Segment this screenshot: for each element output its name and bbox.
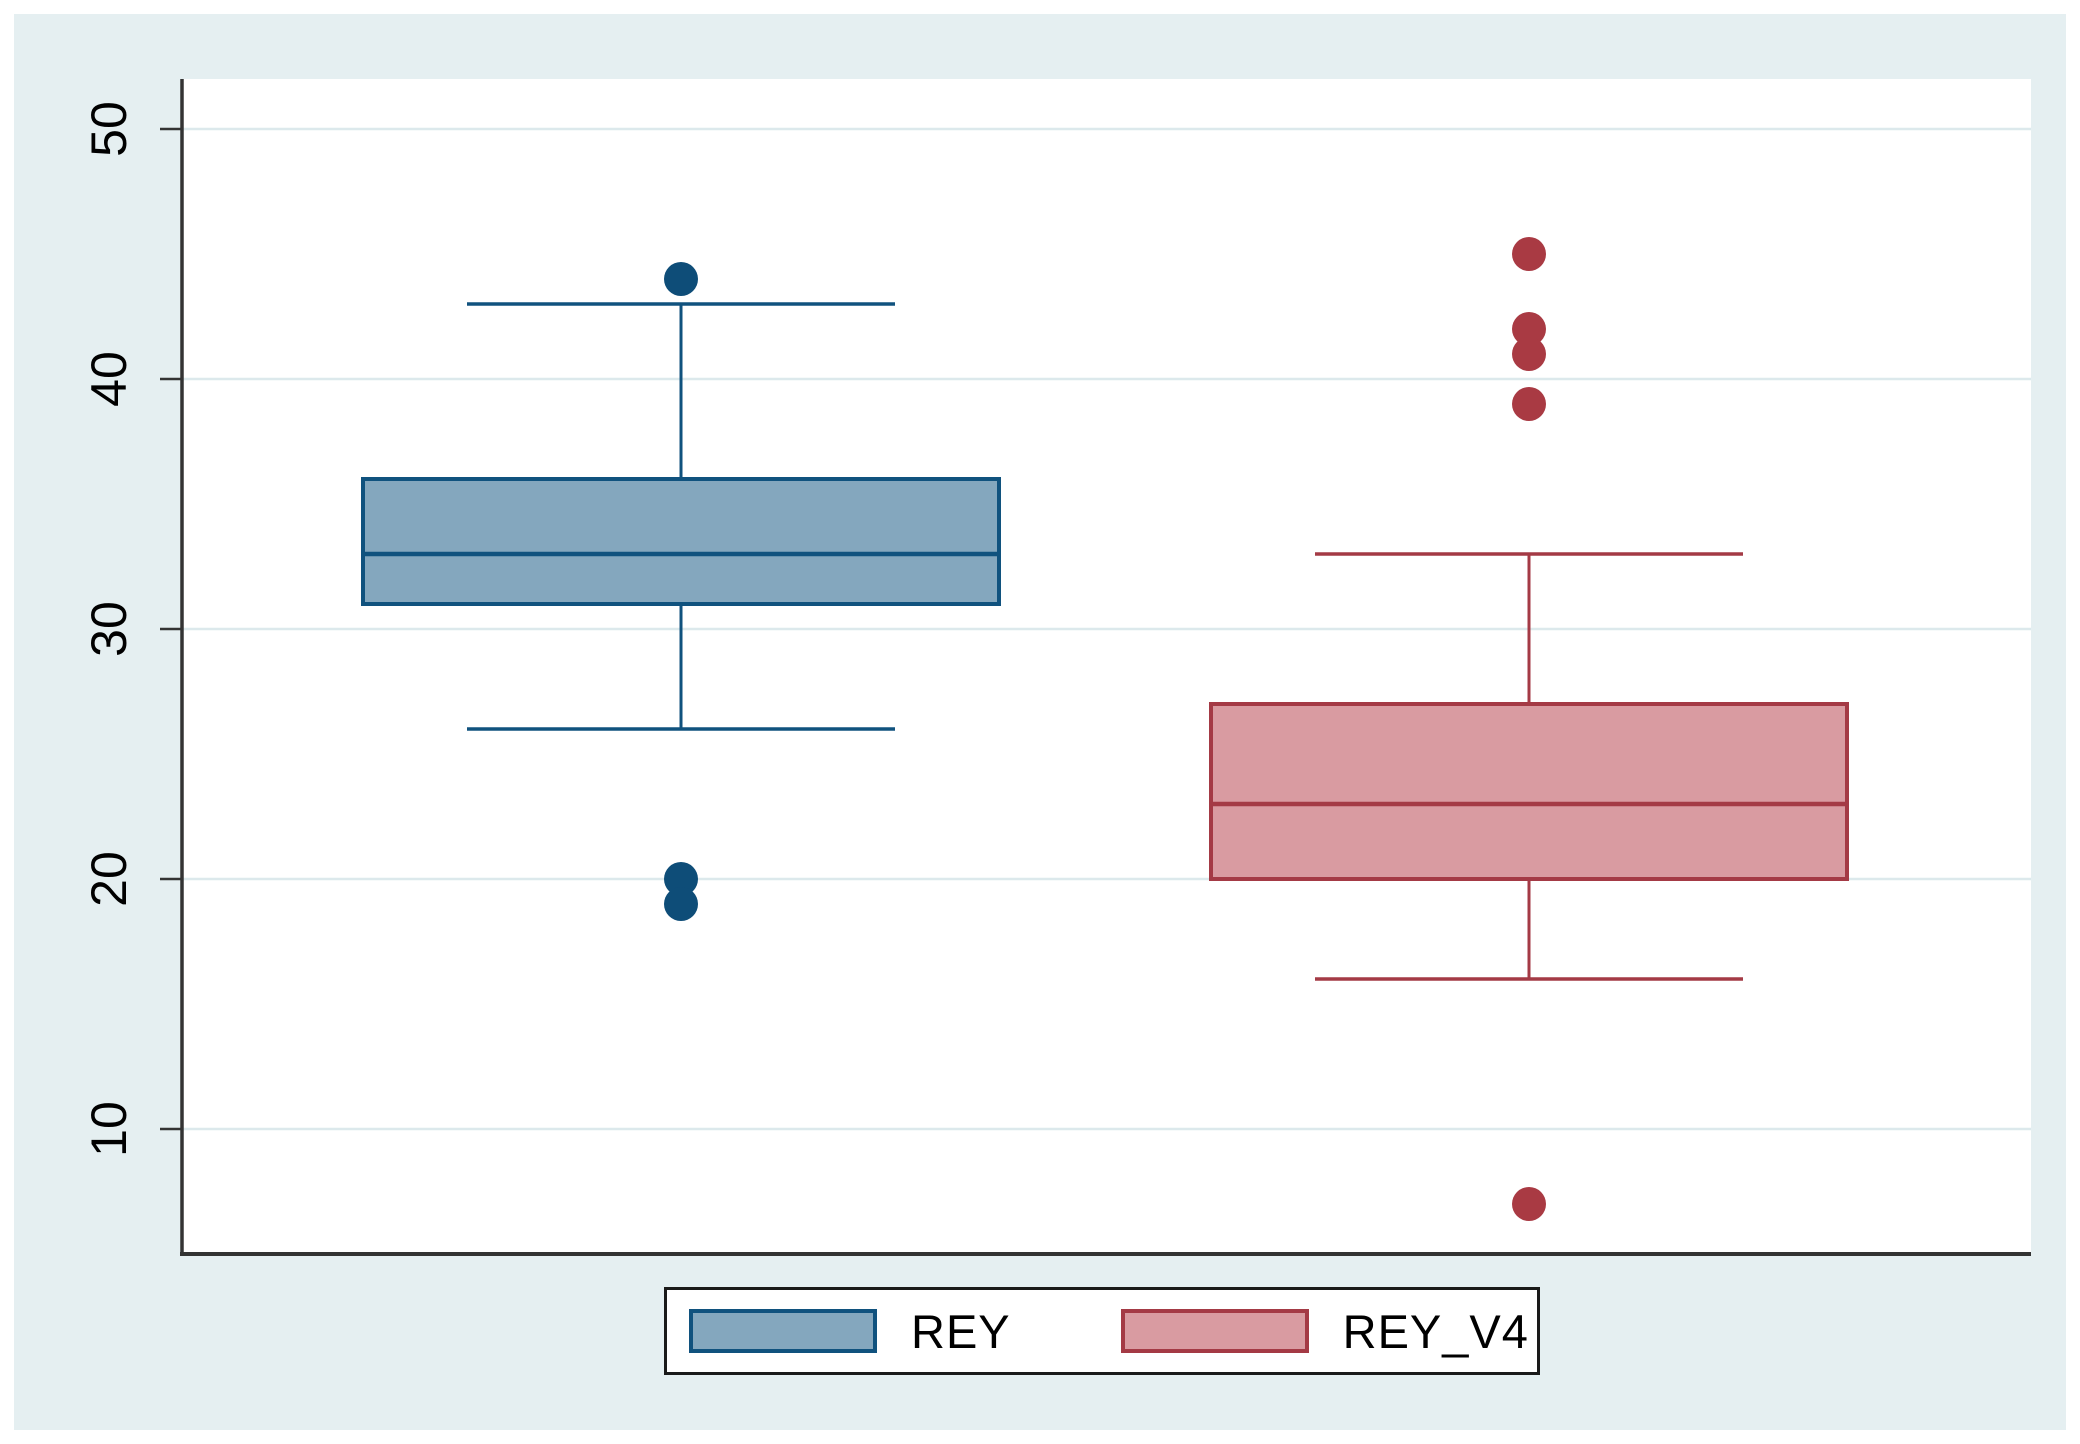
y-tick-label: 30 xyxy=(81,601,137,657)
box-rey xyxy=(361,477,1001,606)
legend: REY REY_V4 xyxy=(664,1287,1540,1375)
outlier-dot xyxy=(664,862,698,896)
legend-swatch-rey xyxy=(689,1309,877,1353)
outlier-dot xyxy=(664,887,698,921)
y-tick-label: 10 xyxy=(81,1101,137,1157)
figure-canvas: 10 20 30 40 50 REY REY_V4 xyxy=(14,14,2066,1430)
legend-swatch-rey-v4 xyxy=(1120,1309,1309,1353)
box-rey_v4 xyxy=(1209,702,1849,881)
boxplot-chart: 10 20 30 40 50 xyxy=(81,79,2031,1256)
y-tick-label: 50 xyxy=(81,101,137,157)
legend-item-rey-v4: REY_V4 xyxy=(1120,1304,1529,1359)
outlier-dot xyxy=(1512,337,1546,371)
outlier-dot xyxy=(664,262,698,296)
legend-item-rey: REY xyxy=(689,1304,1011,1359)
plot-area xyxy=(182,79,2031,1254)
legend-label-rey-v4: REY_V4 xyxy=(1342,1304,1529,1358)
y-tick-label: 20 xyxy=(81,851,137,907)
y-tick-label: 40 xyxy=(81,351,137,407)
outlier-dot xyxy=(1512,387,1546,421)
outlier-dot xyxy=(1512,237,1546,271)
outlier-dot xyxy=(1512,312,1546,346)
outlier-dot xyxy=(1512,1187,1546,1221)
legend-label-rey: REY xyxy=(911,1304,1011,1358)
